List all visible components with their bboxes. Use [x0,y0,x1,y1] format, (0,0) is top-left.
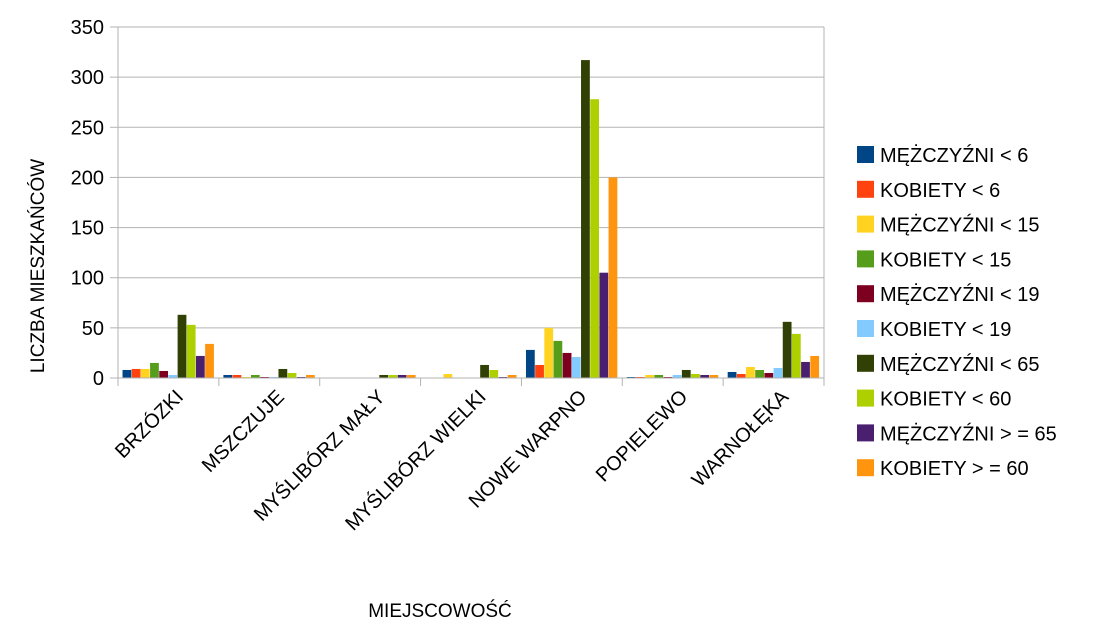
bar [186,324,196,378]
x-axis-title: MIEJSCOWOŚĆ [368,600,512,622]
axes [117,27,825,386]
x-category-label: MSZCZUJE [198,386,289,477]
bar [553,340,563,378]
bar [736,373,746,378]
bar [278,368,288,378]
bar [535,364,544,378]
legend-swatch [857,389,874,407]
bar [590,99,599,379]
legend: MĘŻCZYŹNI < 6 KOBIETY < 6 MĘŻCZYŹNI < 15 KO… [857,144,1057,480]
bar [525,349,535,378]
bar [443,373,453,378]
y-tick-label: 250 [71,117,104,139]
bar [150,362,159,378]
legend-label: MĘŻCZYŹNI < 6 [880,144,1028,167]
legend-swatch [857,215,874,233]
bar [388,374,398,378]
bar [608,177,618,378]
bar [223,374,233,378]
bar [562,352,572,378]
legend-swatch [857,424,874,442]
y-tick-label: 0 [93,368,104,390]
bar [205,343,214,378]
legend-label: KOBIETY < 60 [880,389,1011,411]
bar [571,356,581,378]
y-tick-label: 300 [71,67,104,89]
bar [691,373,700,378]
bar [773,367,783,378]
x-category-label: WARNOŁĘKA [688,386,794,492]
bar [232,374,242,378]
legend-label: KOBIETY < 19 [880,319,1011,341]
legend-swatch [857,250,874,268]
y-tick-label: 100 [71,268,104,290]
bar [177,314,187,378]
legend-swatch [857,180,874,198]
legend-label: KOBIETY < 15 [880,249,1011,271]
bar [140,368,150,378]
bar [599,272,609,378]
bar [801,361,810,378]
legend-swatch [857,354,874,372]
bar [250,374,260,378]
bar [406,374,416,378]
bar [791,333,801,378]
bar [480,364,489,378]
bar [131,368,141,378]
bar [727,371,737,378]
bar [700,374,710,378]
bar [489,369,499,378]
bar [810,355,820,378]
legend-label: MĘŻCZYŹNI < 15 [880,214,1039,237]
y-tick-label: 50 [82,318,104,340]
bar [746,366,755,378]
bar [755,369,764,378]
x-category-label: BRZÓZKI [110,385,188,463]
legend-swatch [857,459,874,477]
bar [397,374,407,378]
y-tick-label: 150 [71,218,104,240]
legend-label: MĘŻCZYŹNI > = 65 [880,422,1057,445]
legend-label: MĘŻCZYŹNI < 65 [880,353,1039,376]
legend-swatch [857,320,874,337]
bar [764,372,774,378]
bar [195,355,205,378]
gridlines [118,26,824,379]
legend-label: KOBIETY < 6 [880,180,1000,202]
legend-label: KOBIETY > = 60 [880,458,1029,480]
bar [287,372,297,378]
x-category-label: POPIELEWO [592,386,692,486]
bar [168,374,178,378]
bar [672,374,682,378]
y-axis-ticks: 0 50 100 150 200 250 300 350 [71,17,118,390]
legend-label: MĘŻCZYŹNI < 19 [880,283,1039,306]
y-axis-title: LICZBA MIESZKAŃCÓW [27,159,49,373]
bar [645,374,654,378]
y-tick-label: 350 [71,17,104,39]
bar [581,60,590,379]
legend-swatch [857,285,874,303]
bar [379,374,389,378]
bar [507,374,517,378]
bar [544,327,554,378]
legend-swatch [857,146,874,163]
bar [654,374,664,378]
bar [122,369,132,378]
bars [122,60,820,379]
bar [782,321,792,378]
y-tick-label: 200 [71,167,104,189]
bar [306,374,315,378]
bar [681,369,691,378]
bar [709,374,719,378]
bar [159,370,169,378]
